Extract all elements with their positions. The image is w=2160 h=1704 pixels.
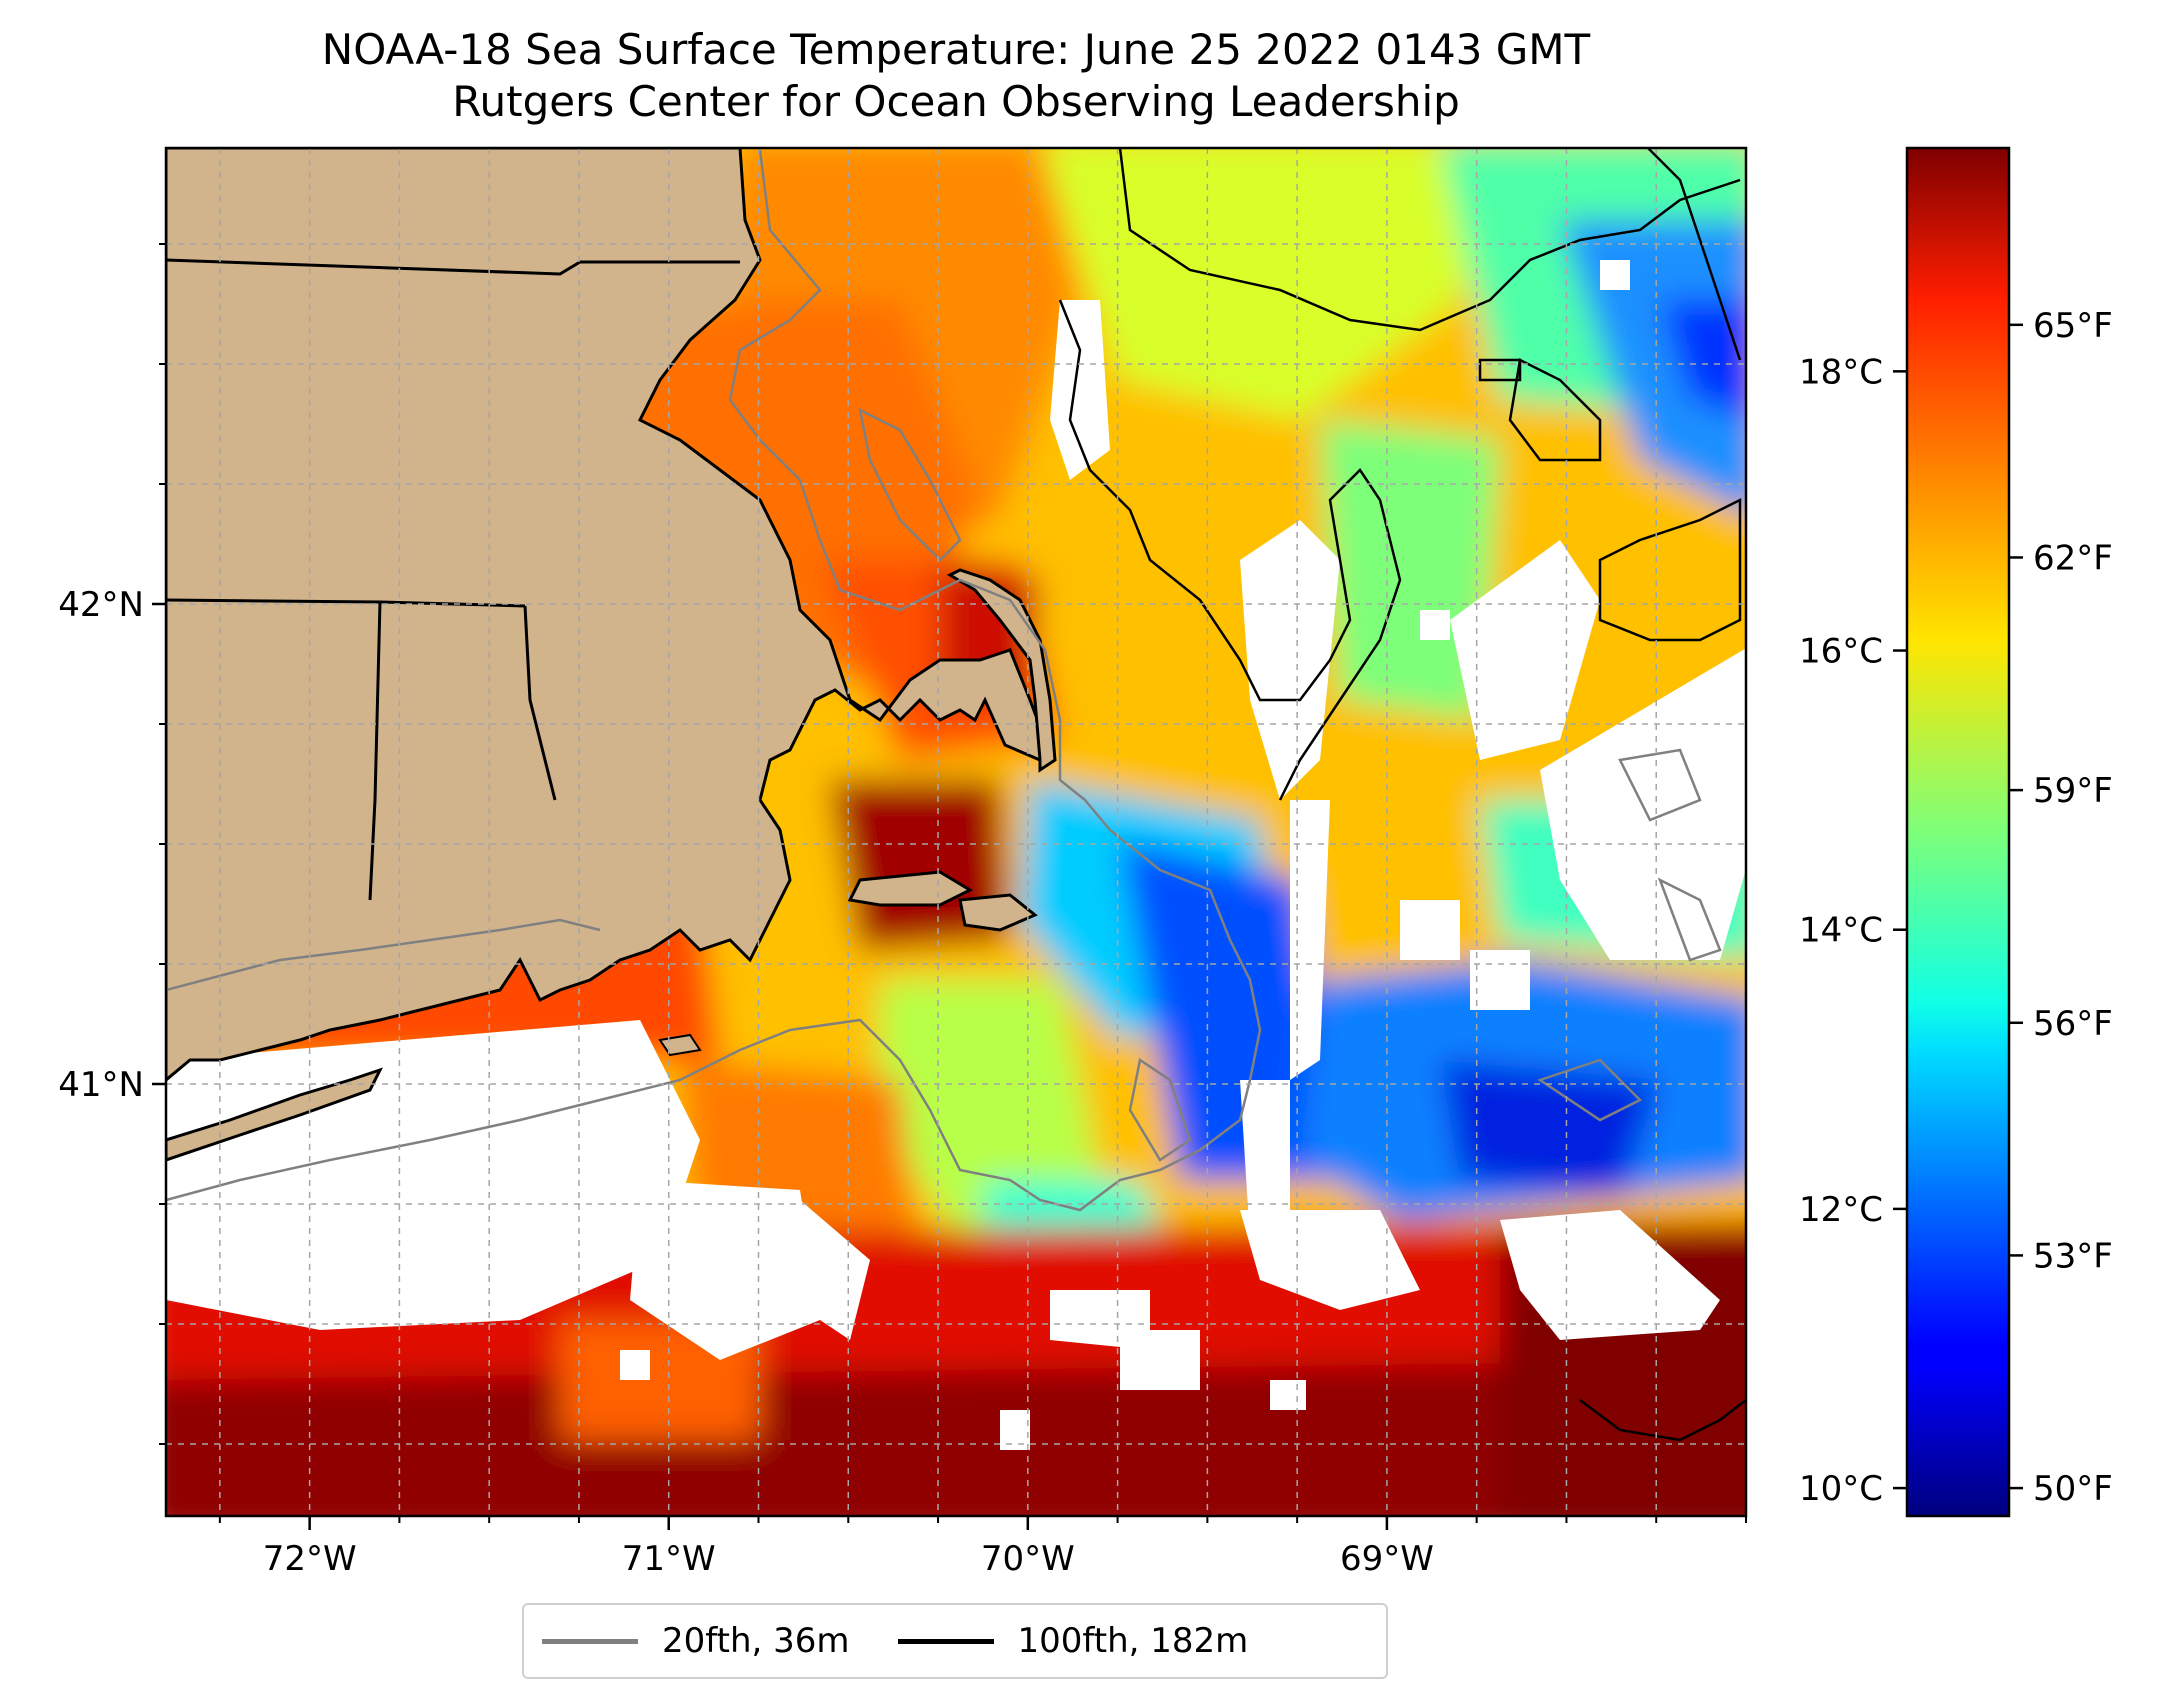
x-tick-label: 69°W xyxy=(1340,1539,1434,1579)
land-nantucket xyxy=(958,893,1038,932)
fahrenheit-tick-label: 50°F xyxy=(2033,1469,2113,1509)
fahrenheit-tick-label: 59°F xyxy=(2033,771,2113,811)
y-tick-label: 41°N xyxy=(58,1065,144,1105)
title-line-2: Rutgers Center for Ocean Observing Leade… xyxy=(452,77,1460,126)
map-axis-ticks: 72°W 71°W 70°W 69°W 42°N 41°N xyxy=(58,243,1747,1579)
map-frame xyxy=(164,146,1748,1518)
land-block-island xyxy=(658,1033,702,1057)
celsius-tick-label: 10°C xyxy=(1799,1469,1883,1509)
colorbar xyxy=(1905,146,2011,1518)
land-new-england xyxy=(166,148,1047,1082)
y-tick-label: 42°N xyxy=(58,585,144,625)
map-area xyxy=(166,148,1746,1516)
celsius-tick-label: 14°C xyxy=(1799,911,1883,951)
fahrenheit-tick-label: 53°F xyxy=(2033,1236,2113,1276)
legend-item-20fth: 20fth, 36m xyxy=(542,1621,850,1661)
legend-item-100fth: 100fth, 182m xyxy=(897,1621,1249,1661)
celsius-tick-label: 12°C xyxy=(1799,1190,1883,1230)
legend-line-20fth xyxy=(542,1638,638,1644)
celsius-tick-label: 18°C xyxy=(1799,352,1883,392)
graticule xyxy=(166,148,1746,1516)
x-tick-label: 72°W xyxy=(263,1539,357,1579)
celsius-tick-label: 16°C xyxy=(1799,632,1883,672)
fahrenheit-tick-label: 65°F xyxy=(2033,306,2113,346)
isobath-20fth xyxy=(166,149,1722,1212)
legend: 20fth, 36m 100fth, 182m xyxy=(522,1603,1388,1679)
colorbar-ticks: 10°C 12°C 14°C 16°C 18°C 50°F 53°F 56°F 59°F 62°F… xyxy=(1799,306,2113,1509)
legend-label-20fth: 20fth, 36m xyxy=(662,1621,850,1661)
title-line-1: NOAA-18 Sea Surface Temperature: June 25… xyxy=(321,25,1591,74)
legend-label-100fth: 100fth, 182m xyxy=(1017,1621,1249,1661)
fahrenheit-tick-label: 62°F xyxy=(2033,538,2113,578)
fahrenheit-tick-label: 56°F xyxy=(2033,1004,2113,1044)
x-tick-label: 70°W xyxy=(981,1539,1075,1579)
state-boundaries xyxy=(166,258,740,901)
land-martha xyxy=(847,870,974,907)
x-tick-label: 71°W xyxy=(622,1539,716,1579)
land-cape-cod xyxy=(946,568,1057,773)
legend-line-100fth xyxy=(897,1638,994,1644)
chart-title: NOAA-18 Sea Surface Temperature: June 25… xyxy=(166,24,1746,128)
